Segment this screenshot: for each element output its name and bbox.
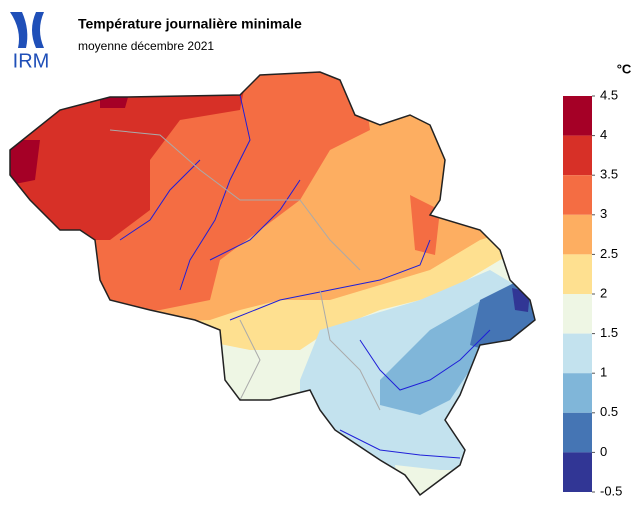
colorbar-tick-label: 3 <box>600 206 607 221</box>
colorbar-segment <box>563 96 592 136</box>
colorbar-segment <box>563 452 592 492</box>
colorbar-segment <box>563 254 592 294</box>
logo: IRM <box>10 12 49 72</box>
colorbar-tick-label: 1 <box>600 365 607 380</box>
colorbar-tick-label: 2.5 <box>600 246 618 261</box>
colorbar-tick-label: -0.5 <box>600 483 622 498</box>
colorbar-tick-label: 0.5 <box>600 404 618 419</box>
colorbar-segment <box>563 333 592 374</box>
borders <box>109 129 381 411</box>
logo-mark <box>10 12 44 48</box>
colorbar-tick-label: 3.5 <box>600 167 618 182</box>
colorbar-tick-label: 4 <box>600 127 607 142</box>
colorbar-tick-label: 0 <box>600 444 607 459</box>
map <box>10 72 535 495</box>
colorbar-tick-label: 1.5 <box>600 325 618 340</box>
rivers <box>119 94 491 459</box>
colorbar: 4.5 4 3.5 3 2.5 2 1.5 1 0.5 0 -0.5 <box>563 87 622 498</box>
colorbar-segment <box>563 373 592 413</box>
logo-text: IRM <box>13 50 50 72</box>
colorbar-segment <box>563 412 592 453</box>
colorbar-segment <box>563 214 592 255</box>
colorbar-segment <box>563 135 592 176</box>
colorbar-tick-label: 4.5 <box>600 87 618 102</box>
country-outline <box>9 71 536 497</box>
colorbar-segment <box>563 175 592 215</box>
title: Température journalière minimale <box>78 16 302 32</box>
colorbar-segment <box>563 294 592 334</box>
subtitle: moyenne décembre 2021 <box>78 39 214 53</box>
colorbar-tick-label: 2 <box>600 285 607 300</box>
colorbar-unit: °C <box>617 61 632 76</box>
